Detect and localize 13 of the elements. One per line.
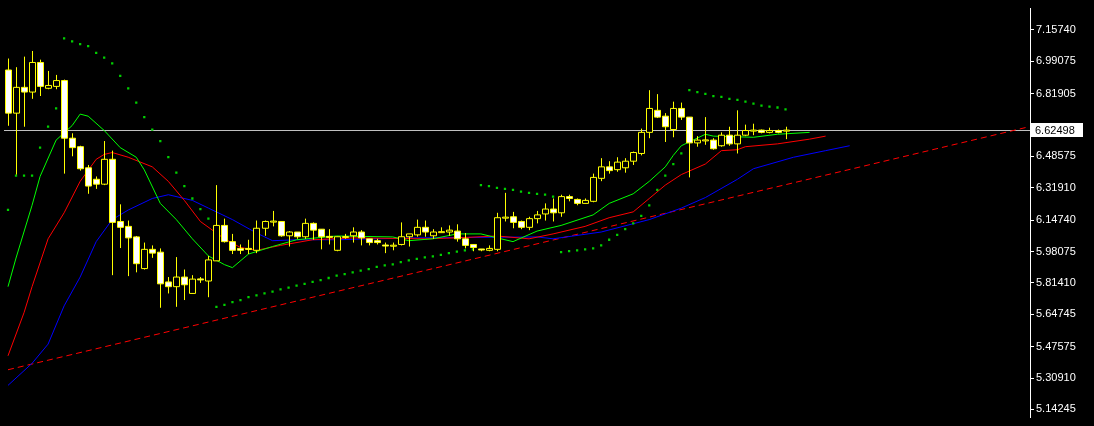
y-tick-label: 6.99075 (1036, 54, 1076, 67)
y-tick-label: 5.30910 (1036, 371, 1076, 384)
y-tick-label: 6.81905 (1036, 86, 1076, 99)
y-tick-label: 7.15740 (1036, 22, 1076, 35)
ref-line-label: 6.62498 (1035, 124, 1075, 137)
y-tick-label: 6.31910 (1036, 180, 1076, 193)
y-tick-label: 5.98075 (1036, 244, 1076, 257)
y-tick-label: 6.48575 (1036, 149, 1076, 162)
y-tick-label: 5.64745 (1036, 307, 1076, 320)
y-tick-label: 5.81410 (1036, 275, 1076, 288)
y-tick-label: 6.14740 (1036, 213, 1076, 226)
y-tick-label: 5.14245 (1036, 402, 1076, 415)
y-tick-label: 5.47575 (1036, 339, 1076, 352)
